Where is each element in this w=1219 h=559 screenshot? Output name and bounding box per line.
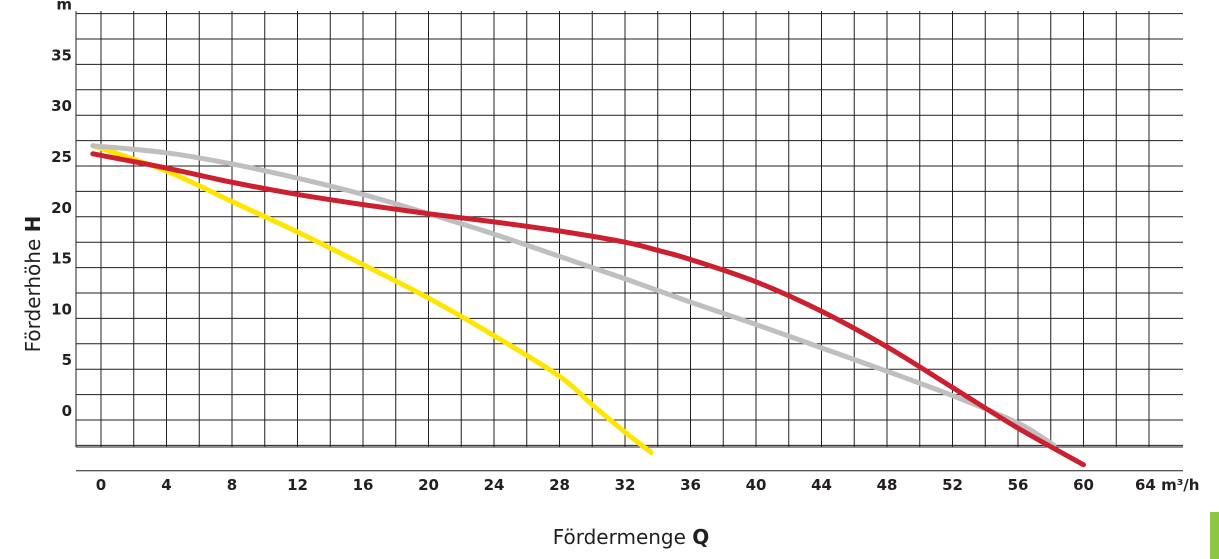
y-tick-label: 25 [51,148,72,166]
x-tick-label: 40 [746,476,767,494]
x-tick-label: 0 [96,476,106,494]
series-line-3 [90,151,1086,468]
x-tick-label: 24 [484,476,505,494]
x-axis-title-symbol: Q [692,525,709,549]
x-tick-label: 36 [680,476,701,494]
x-tick-label: 56 [1008,476,1029,494]
y-tick-label: 5 [62,351,72,369]
x-tick-label: 20 [418,476,439,494]
x-tick-label: 8 [227,476,237,494]
x-tick-label: 48 [877,476,898,494]
x-tick-label: 44 [811,476,832,494]
y-axis-ticks: 0 5 10 15 20 25 30 35 m [51,0,72,420]
x-tick-label: 4 [161,476,171,494]
y-tick-label: 0 [62,402,72,420]
y-tick-label: 15 [51,250,72,268]
y-axis-title: Förderhöhe H [21,216,45,353]
y-tick-label: 35 [51,46,72,64]
x-tick-label: 12 [287,476,308,494]
x-tick-label: 60 [1073,476,1094,494]
y-tick-label: 30 [51,97,72,115]
x-tick-label: 52 [942,476,963,494]
series-line-2 [90,143,1057,448]
x-tick-label: 16 [353,476,374,494]
y-tick-label: 20 [51,199,72,217]
accent-bar [1210,512,1219,559]
chart-grid [75,11,1183,472]
y-tick-label: 10 [51,300,72,318]
x-tick-label: 32 [615,476,636,494]
y-axis-title-symbol: H [21,216,45,233]
x-axis-ticks: 0 4 8 12 16 20 24 28 32 36 40 44 48 52 56 60 64 m³/h [96,476,1200,494]
x-axis-title: Fördermenge Q [553,525,710,549]
series-line-1 [90,143,654,456]
pump-curves [90,143,1086,468]
y-axis-title-text: Förderhöhe [21,239,45,353]
x-axis-title-text: Fördermenge [553,525,686,549]
x-tick-label: 64 m³/h [1135,476,1199,494]
y-tick-label: m [56,0,72,14]
x-tick-label: 28 [549,476,570,494]
